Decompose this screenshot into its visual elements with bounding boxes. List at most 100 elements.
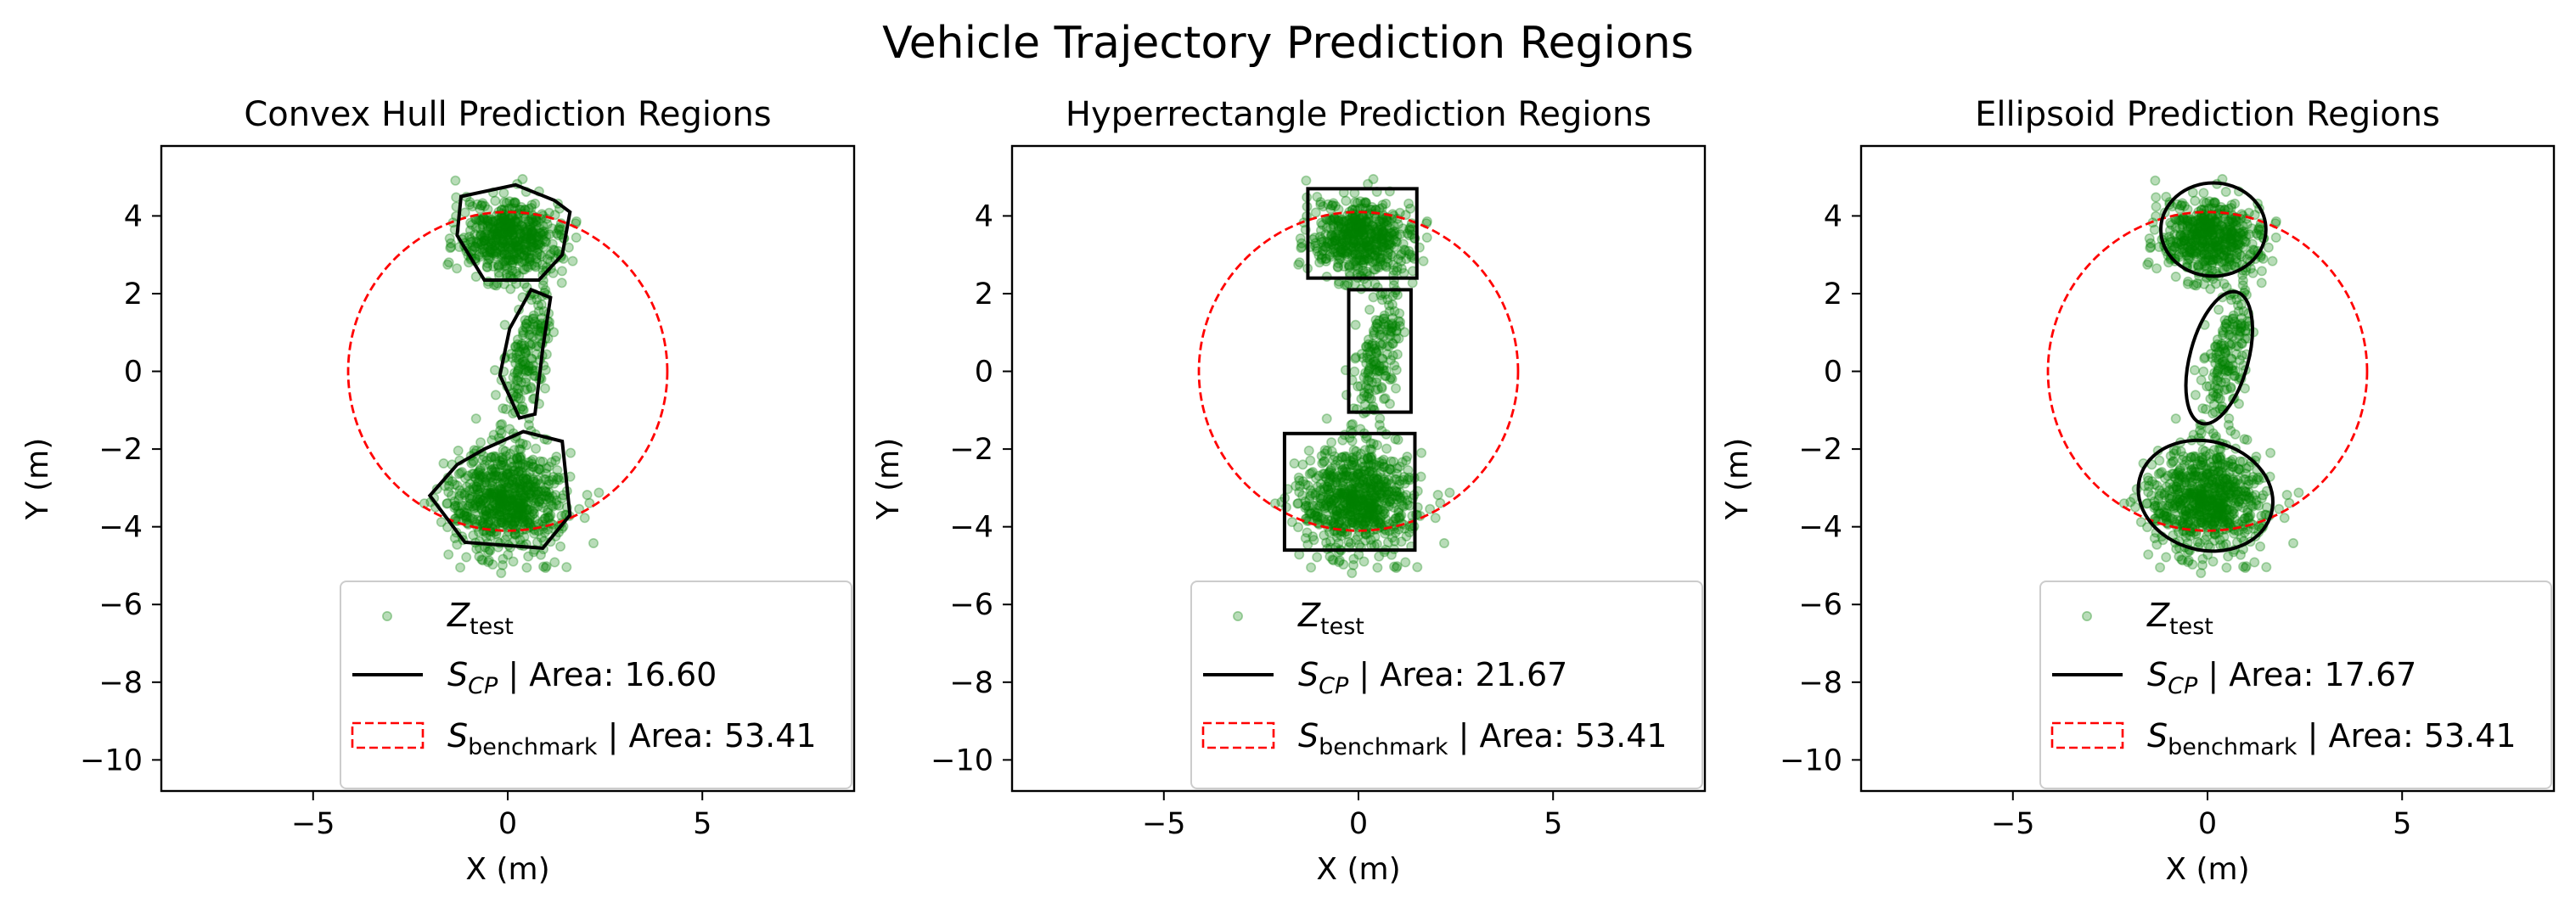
data-point: [2217, 235, 2228, 246]
data-point: [2238, 561, 2249, 572]
data-point: [509, 216, 520, 227]
data-point: [1430, 513, 1441, 524]
data-point: [2281, 490, 2292, 501]
data-point: [542, 219, 553, 230]
y-axis-label: Y (m): [20, 438, 55, 521]
data-point: [548, 267, 559, 278]
panel-title: Ellipsoid Prediction Regions: [1975, 95, 2440, 134]
data-point: [2155, 468, 2166, 479]
data-point: [487, 471, 498, 482]
data-point: [524, 366, 535, 377]
data-point: [514, 354, 525, 365]
data-point: [518, 356, 529, 367]
data-point: [471, 238, 482, 249]
data-point: [551, 452, 562, 463]
data-point: [1392, 491, 1403, 502]
data-point: [507, 352, 518, 363]
data-point: [1337, 471, 1348, 482]
data-point: [516, 243, 527, 254]
data-point: [1444, 487, 1455, 498]
data-point: [518, 244, 529, 255]
data-point: [526, 381, 537, 392]
data-point: [481, 455, 492, 466]
data-point: [530, 261, 541, 272]
data-point: [2181, 455, 2192, 466]
data-point: [1358, 556, 1370, 567]
legend-subscript: benchmark: [1319, 734, 1448, 760]
data-point: [1380, 230, 1391, 241]
data-point: [509, 490, 520, 501]
data-point: [501, 268, 512, 279]
data-point: [534, 479, 545, 490]
data-point: [527, 226, 538, 237]
data-point: [514, 346, 525, 357]
data-point: [521, 282, 532, 293]
data-point: [528, 241, 539, 252]
data-point: [509, 224, 520, 235]
data-point: [2183, 555, 2194, 566]
data-point: [491, 234, 502, 245]
data-point: [494, 221, 505, 232]
data-point: [492, 228, 503, 239]
data-point: [2241, 435, 2253, 446]
data-point: [2179, 214, 2190, 225]
data-point: [1341, 195, 1352, 206]
data-point: [1319, 468, 1330, 480]
data-point: [513, 240, 524, 251]
data-point: [528, 310, 539, 321]
data-point: [519, 231, 530, 242]
data-point: [2206, 507, 2217, 518]
data-point: [513, 255, 524, 266]
data-point: [2151, 263, 2163, 274]
data-point: [548, 471, 559, 482]
data-point: [1312, 552, 1323, 563]
y-tick-label: −2: [98, 433, 143, 467]
data-point: [531, 216, 542, 227]
data-point: [537, 260, 548, 271]
data-point: [510, 197, 521, 208]
legend-suffix: | Area: 16.60: [498, 656, 717, 694]
data-point: [1330, 214, 1341, 225]
data-point: [493, 219, 504, 230]
data-point: [525, 329, 536, 340]
data-point: [537, 234, 548, 245]
data-point: [510, 357, 521, 368]
data-point: [522, 225, 533, 236]
data-point: [492, 231, 503, 242]
data-point: [2135, 517, 2146, 528]
data-point: [471, 502, 482, 513]
data-point: [571, 216, 582, 227]
data-point: [495, 221, 506, 232]
panel-title: Hyperrectangle Prediction Regions: [1066, 95, 1651, 134]
data-point: [489, 365, 500, 376]
data-point: [462, 511, 473, 522]
data-point: [527, 313, 538, 324]
data-point: [498, 512, 509, 523]
data-point: [498, 197, 509, 208]
data-point: [1364, 444, 1375, 455]
data-point: [523, 362, 534, 373]
data-point: [487, 508, 498, 519]
data-point: [498, 255, 509, 266]
data-point: [479, 200, 490, 211]
data-point: [556, 266, 567, 277]
data-point: [468, 235, 479, 246]
data-point: [490, 499, 501, 510]
data-point: [509, 381, 520, 392]
data-point: [526, 212, 537, 223]
data-point: [1368, 292, 1379, 303]
data-point: [1368, 235, 1379, 246]
data-point: [501, 221, 512, 232]
data-point: [520, 377, 532, 388]
data-point: [466, 457, 477, 468]
data-point: [520, 364, 531, 375]
data-point: [519, 356, 530, 367]
y-tick-label: 4: [124, 199, 143, 233]
data-point: [1339, 236, 1350, 247]
data-point: [511, 374, 522, 385]
data-point: [2236, 350, 2247, 361]
data-point: [2201, 404, 2212, 415]
data-point: [494, 509, 505, 520]
data-point: [565, 447, 577, 458]
data-point: [503, 250, 515, 261]
